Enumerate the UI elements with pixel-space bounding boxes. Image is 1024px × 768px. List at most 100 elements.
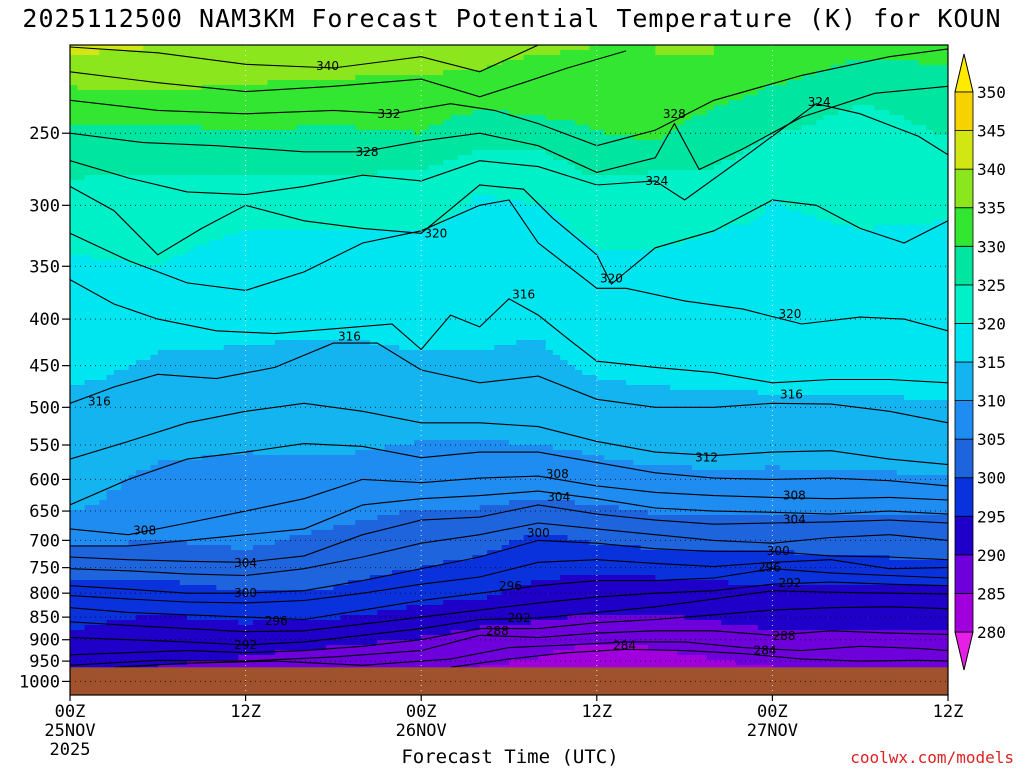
heatmap-cell xyxy=(304,365,313,371)
heatmap-cell xyxy=(289,125,298,131)
heatmap-cell xyxy=(113,380,122,386)
heatmap-cell xyxy=(230,540,239,546)
heatmap-cell xyxy=(296,385,305,391)
heatmap-cell xyxy=(333,560,342,566)
heatmap-cell xyxy=(230,560,239,566)
heatmap-cell xyxy=(230,65,239,71)
heatmap-cell xyxy=(333,625,342,631)
heatmap-cell xyxy=(172,550,181,556)
heatmap-cell xyxy=(143,425,152,431)
heatmap-cell xyxy=(150,145,159,151)
heatmap-cell xyxy=(135,225,144,231)
heatmap-cell xyxy=(99,95,108,101)
heatmap-cell xyxy=(99,370,108,376)
heatmap-cell xyxy=(209,540,217,546)
heatmap-cell xyxy=(84,195,93,201)
heatmap-cell xyxy=(194,140,203,146)
heatmap-cell xyxy=(296,75,305,81)
heatmap-cell xyxy=(91,45,100,51)
heatmap-cell xyxy=(187,270,195,276)
heatmap-cell xyxy=(304,115,313,121)
heatmap-cell xyxy=(333,70,342,76)
heatmap-cell xyxy=(245,395,254,401)
heatmap-cell xyxy=(340,195,349,201)
heatmap-cell xyxy=(333,205,342,211)
heatmap-cell xyxy=(252,545,261,551)
heatmap-cell xyxy=(150,275,159,281)
heatmap-cell xyxy=(267,125,276,131)
heatmap-cell xyxy=(230,655,239,661)
heatmap-cell xyxy=(230,125,239,131)
heatmap-cell xyxy=(99,225,108,231)
heatmap-cell xyxy=(260,640,269,646)
heatmap-cell xyxy=(99,535,108,541)
heatmap-cell xyxy=(282,240,291,246)
heatmap-cell xyxy=(296,390,305,396)
heatmap-cell xyxy=(157,70,166,76)
heatmap-cell xyxy=(311,395,320,401)
heatmap-cell xyxy=(318,520,327,526)
heatmap-cell xyxy=(245,450,254,456)
heatmap-cell xyxy=(143,645,152,651)
heatmap-cell xyxy=(84,320,93,326)
heatmap-cell xyxy=(282,210,291,216)
heatmap-cell xyxy=(267,545,276,551)
heatmap-cell xyxy=(216,200,225,206)
heatmap-cell xyxy=(304,150,313,156)
heatmap-cell xyxy=(216,625,225,631)
heatmap-cell xyxy=(238,205,247,211)
heatmap-cell xyxy=(260,285,269,291)
heatmap-cell xyxy=(179,285,188,291)
heatmap-cell xyxy=(165,425,174,431)
heatmap-cell xyxy=(333,505,342,511)
heatmap-cell xyxy=(348,270,356,276)
heatmap-cell xyxy=(113,545,122,551)
heatmap-cell xyxy=(340,175,349,181)
heatmap-cell xyxy=(267,325,276,331)
heatmap-cell xyxy=(326,200,334,206)
heatmap-cell xyxy=(150,345,159,351)
heatmap-cell xyxy=(157,625,166,631)
heatmap-cell xyxy=(194,460,203,466)
heatmap-cell xyxy=(333,325,342,331)
heatmap-cell xyxy=(216,620,225,626)
heatmap-cell xyxy=(267,655,276,661)
heatmap-cell xyxy=(260,440,269,446)
heatmap-cell xyxy=(209,605,217,611)
heatmap-cell xyxy=(121,555,130,561)
heatmap-cell xyxy=(113,345,122,351)
heatmap-cell xyxy=(99,265,108,271)
heatmap-cell xyxy=(179,95,188,101)
heatmap-cell xyxy=(179,650,188,656)
heatmap-cell xyxy=(304,145,313,151)
heatmap-cell xyxy=(245,170,254,176)
heatmap-cell xyxy=(245,445,254,451)
heatmap-cell xyxy=(223,545,232,551)
heatmap-cell xyxy=(282,435,291,441)
heatmap-cell xyxy=(91,425,100,431)
heatmap-cell xyxy=(187,100,195,106)
heatmap-cell xyxy=(340,120,349,126)
heatmap-cell xyxy=(223,75,232,81)
heatmap-cell xyxy=(238,660,247,666)
heatmap-cell xyxy=(260,660,269,666)
heatmap-cell xyxy=(252,570,261,576)
heatmap-cell xyxy=(106,630,115,636)
heatmap-cell xyxy=(267,245,276,251)
heatmap-cell xyxy=(70,515,78,521)
heatmap-cell xyxy=(260,490,269,496)
heatmap-cell xyxy=(333,430,342,436)
heatmap-cell xyxy=(91,125,100,131)
heatmap-cell xyxy=(289,155,298,161)
heatmap-cell xyxy=(172,150,181,156)
heatmap-cell xyxy=(296,380,305,386)
heatmap-cell xyxy=(113,225,122,231)
heatmap-cell xyxy=(106,435,115,441)
heatmap-cell xyxy=(113,305,122,311)
heatmap-cell xyxy=(238,55,247,61)
heatmap-cell xyxy=(179,85,188,91)
heatmap-cell xyxy=(304,325,313,331)
heatmap-cell xyxy=(311,335,320,341)
heatmap-cell xyxy=(179,200,188,206)
heatmap-cell xyxy=(194,340,203,346)
